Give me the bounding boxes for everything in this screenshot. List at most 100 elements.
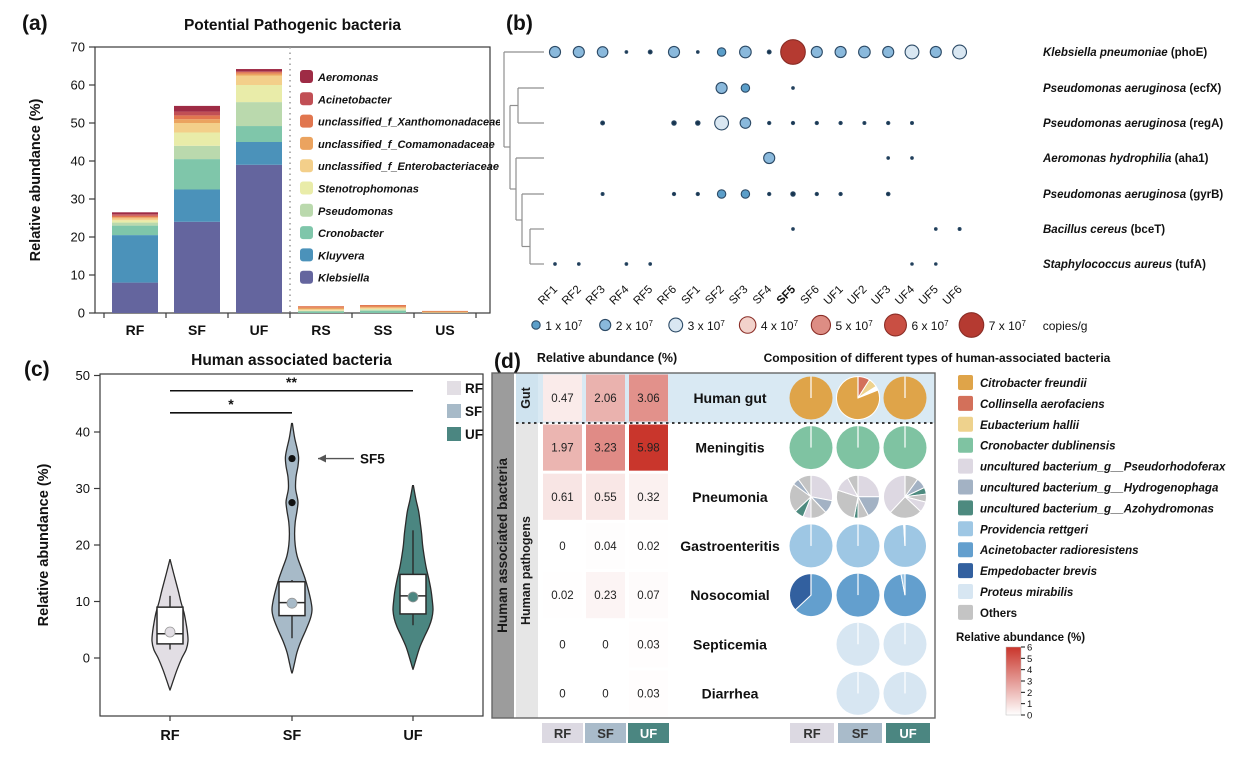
disease-row-label: Gastroenteritis	[680, 538, 780, 554]
bar-segment-unclassified_f_Enterobacteriaceae	[112, 218, 158, 221]
heatmap-cell-value: 0.03	[637, 639, 659, 651]
bubble-UF4	[909, 121, 914, 126]
bubble-UF1	[838, 120, 843, 126]
outlier-point	[288, 499, 296, 507]
heatmap-cell	[629, 374, 668, 422]
heatmap-cell	[629, 572, 668, 619]
bar-segment-unclassified_f_Xanthomonadaceae	[422, 310, 468, 312]
annotation-arrow-head	[318, 454, 326, 463]
colorbar-tick-label: 3	[1027, 677, 1032, 688]
pie-nosocomial-UF	[883, 573, 927, 618]
bubble-UF1	[834, 45, 847, 59]
x-category-label: RS	[311, 322, 330, 338]
heatmap-cell	[543, 424, 582, 471]
sample-column-label: SF4	[751, 283, 775, 307]
bubble-UF5	[933, 227, 938, 231]
column-chip-label: RF	[554, 726, 571, 741]
pie-meningitis-UF	[883, 426, 927, 470]
bubble-SF5	[780, 39, 806, 65]
legend-label: UF	[465, 427, 483, 442]
heatmap-cell-value: 0.61	[551, 492, 573, 504]
species-legend-label: Collinsella aerofaciens	[980, 399, 1105, 411]
heatmap-cell	[586, 670, 625, 717]
bubble-row-aha1	[763, 151, 914, 165]
bar-segment-unclassified_f_Enterobacteriaceae	[422, 312, 468, 313]
heatmap-cell	[629, 522, 668, 570]
species-label: Bacillus cereus (bceT)	[1043, 224, 1165, 236]
bar-segment-Stenotrophomonas	[112, 220, 158, 223]
panel-d-letter: (d)	[494, 350, 521, 373]
legend-swatch	[447, 427, 461, 441]
sample-column-label: RF6	[655, 284, 679, 308]
panel-a-title: Potential Pathogenic bacteria	[184, 17, 401, 34]
box	[156, 606, 184, 645]
panel-d-frame	[491, 372, 936, 719]
column-chip-label: UF	[899, 726, 916, 741]
bubble-RF3	[600, 192, 605, 197]
colorbar-title: Relative abundance (%)	[956, 632, 1085, 644]
pie-pneumonia-SF	[836, 474, 881, 519]
bar-segment-unclassified_f_Comamonadaceae	[174, 119, 220, 123]
bubble-RF5	[648, 262, 653, 266]
outer-sidebar	[492, 373, 514, 718]
bubble-SF6	[814, 120, 819, 126]
bar-segment-Pseudomonas	[112, 222, 158, 226]
column-chip-RF	[542, 723, 583, 743]
bubble-UF6	[952, 44, 968, 60]
group-column	[516, 423, 538, 719]
legend-label: Acinetobacter	[317, 94, 392, 106]
legend-swatch	[300, 70, 313, 83]
significance-label: *	[228, 396, 234, 412]
heatmap-header: Relative abundance (%)	[537, 351, 677, 365]
pie-diarrhea-UF	[883, 671, 927, 715]
legend-value-label: 4 x 107	[761, 319, 799, 333]
bar-segment-unclassified_f_Xanthomonadaceae	[112, 215, 158, 218]
species-legend-swatch	[958, 500, 973, 516]
bubble-UF2	[862, 121, 867, 126]
bubble-SF1	[695, 191, 700, 197]
mean-dot	[407, 591, 419, 603]
bar-segment-Cronobacter	[174, 159, 220, 190]
species-legend-swatch	[958, 395, 973, 411]
heatmap-cell	[629, 473, 668, 520]
legend-label: RF	[465, 381, 483, 396]
y-tick-label: 50	[76, 368, 90, 383]
heatmap-cell-value: 3.06	[637, 393, 659, 405]
bar-segment-unclassified_f_Xanthomonadaceae	[236, 72, 282, 74]
sample-column-label: SF3	[727, 284, 750, 307]
sample-column-label: UF6	[941, 284, 965, 308]
panel-a-y-axis: 0 10 20 30 40 50 60 70	[71, 40, 95, 321]
bar-segment-unclassified_f_Enterobacteriaceae	[298, 309, 344, 311]
bubble-SF2	[714, 115, 730, 131]
disease-row-label: Septicemia	[693, 636, 767, 652]
heatmap-cell-value: 0	[559, 639, 565, 651]
column-chip-UF	[628, 723, 669, 743]
heatmap-cell	[543, 473, 582, 520]
heatmap-cell	[543, 572, 582, 619]
heatmap-cell-value: 0.04	[594, 541, 617, 553]
bubble-UF3	[886, 120, 891, 126]
sample-column-label: SF1	[680, 284, 703, 307]
bar-segment-Aeromonas	[112, 212, 158, 215]
column-chip-label: SF	[597, 726, 614, 741]
bubble-SF1	[695, 120, 701, 126]
panel-a-y-axis-label: Relative abundance (%)	[28, 98, 44, 261]
bubble-row-bceT	[791, 227, 962, 232]
species-legend-label: uncultured bacterium_g__Hydrogenophaga	[980, 483, 1219, 495]
heatmap-cell-value: 0.02	[551, 590, 573, 602]
heatmap-cell	[586, 374, 625, 422]
panel-b-size-color-legend: 1 x 107 2 x 107 3 x 107 4 x 107 5 x 107 6 x 1…	[531, 312, 1087, 338]
heatmap-cell-value: 3.23	[594, 443, 616, 455]
bar-segment-Klebsiella	[236, 164, 282, 313]
bubble-RF3	[600, 120, 606, 126]
y-tick-label: 40	[76, 425, 90, 440]
bubble-RF6	[667, 45, 681, 59]
legend-label: unclassified_f_Xanthomonadaceae	[318, 117, 500, 129]
bar-segment-Stenotrophomonas	[360, 308, 406, 310]
heatmap-cell-value: 0	[559, 541, 565, 553]
pie-pneumonia-RF	[789, 474, 833, 519]
heatmap-cell-value: 0.07	[637, 590, 659, 602]
bubble-SF3	[740, 189, 751, 199]
bubble-UF3	[886, 156, 891, 160]
x-group-label: UF	[403, 728, 422, 744]
